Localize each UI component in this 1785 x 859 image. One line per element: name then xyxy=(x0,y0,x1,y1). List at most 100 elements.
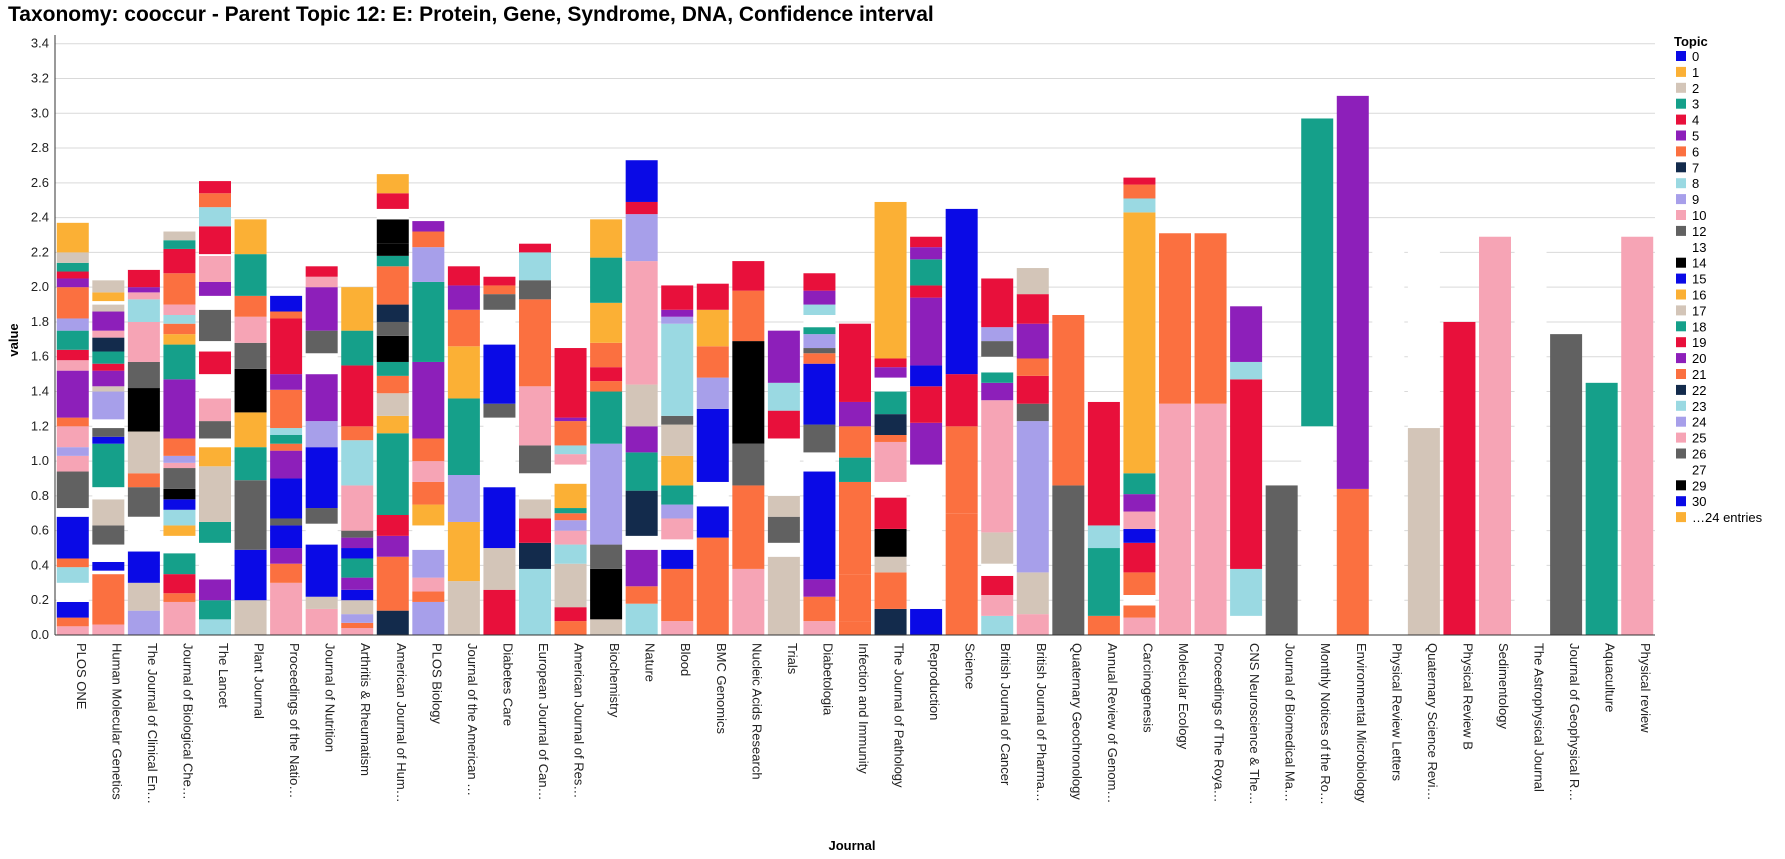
bar-segment[interactable] xyxy=(1230,306,1263,362)
bar-segment[interactable] xyxy=(732,341,765,444)
bar-stack[interactable] xyxy=(1301,118,1334,635)
bar-segment[interactable] xyxy=(483,285,516,295)
bar-stack[interactable] xyxy=(376,174,409,635)
bar-segment[interactable] xyxy=(56,278,89,288)
bar-stack[interactable] xyxy=(767,330,800,635)
bar-segment[interactable] xyxy=(519,386,551,446)
legend-item[interactable]: 6 xyxy=(1676,144,1699,159)
bar-segment[interactable] xyxy=(270,318,303,375)
bar-segment[interactable] xyxy=(1230,379,1263,569)
bar-segment[interactable] xyxy=(874,414,907,435)
bar-segment[interactable] xyxy=(56,567,89,583)
legend-item[interactable]: 2 xyxy=(1676,81,1699,96)
bar-segment[interactable] xyxy=(803,290,836,305)
legend-item[interactable]: 13 xyxy=(1676,240,1706,255)
bar-segment[interactable] xyxy=(376,415,409,434)
bar-segment[interactable] xyxy=(1123,177,1156,185)
bar-segment[interactable] xyxy=(1016,572,1049,615)
bar-segment[interactable] xyxy=(199,309,231,342)
bar-segment[interactable] xyxy=(981,400,1014,533)
bar-stack[interactable] xyxy=(661,285,694,635)
bar-segment[interactable] xyxy=(376,393,409,416)
legend-item[interactable]: 5 xyxy=(1676,129,1699,144)
bar-segment[interactable] xyxy=(554,621,587,635)
bar-segment[interactable] xyxy=(625,201,658,215)
bar-segment[interactable] xyxy=(981,356,1014,373)
bar-segment[interactable] xyxy=(127,361,160,389)
bar-segment[interactable] xyxy=(732,290,765,342)
bar-segment[interactable] xyxy=(56,360,89,371)
bar-segment[interactable] xyxy=(590,367,623,382)
legend-item[interactable]: 20 xyxy=(1676,351,1706,366)
bar-segment[interactable] xyxy=(554,530,587,545)
bar-segment[interactable] xyxy=(554,421,587,446)
bar-segment[interactable] xyxy=(767,410,800,439)
bar-segment[interactable] xyxy=(554,563,587,608)
bar-segment[interactable] xyxy=(92,330,125,338)
legend-item[interactable]: 8 xyxy=(1676,176,1699,191)
bar-stack[interactable] xyxy=(305,266,338,635)
bar-segment[interactable] xyxy=(625,384,658,427)
bar-segment[interactable] xyxy=(234,295,267,317)
bar-segment[interactable] xyxy=(519,499,551,519)
bar-segment[interactable] xyxy=(234,368,267,413)
bar-segment[interactable] xyxy=(1443,321,1476,635)
bar-segment[interactable] xyxy=(554,464,587,484)
bar-segment[interactable] xyxy=(554,454,587,465)
bar-segment[interactable] xyxy=(981,575,1014,595)
bar-segment[interactable] xyxy=(163,455,196,463)
bar-segment[interactable] xyxy=(625,490,658,536)
bar-segment[interactable] xyxy=(839,457,871,482)
bar-segment[interactable] xyxy=(234,219,267,255)
bar-segment[interactable] xyxy=(341,622,374,629)
bar-segment[interactable] xyxy=(376,610,409,635)
bar-segment[interactable] xyxy=(1123,198,1156,213)
bar-segment[interactable] xyxy=(483,294,516,310)
bar-segment[interactable] xyxy=(590,443,623,545)
bar-segment[interactable] xyxy=(1372,236,1405,636)
bar-segment[interactable] xyxy=(163,334,196,345)
bar-segment[interactable] xyxy=(519,252,551,281)
bar-segment[interactable] xyxy=(412,591,445,602)
bar-segment[interactable] xyxy=(127,287,160,293)
bar-segment[interactable] xyxy=(519,243,551,253)
bar-segment[interactable] xyxy=(199,207,231,227)
bar-segment[interactable] xyxy=(127,269,160,288)
bar-segment[interactable] xyxy=(1016,268,1049,295)
bar-segment[interactable] xyxy=(92,561,125,571)
bar-segment[interactable] xyxy=(661,309,694,317)
bar-segment[interactable] xyxy=(554,520,587,531)
bar-segment[interactable] xyxy=(305,596,338,609)
bar-segment[interactable] xyxy=(661,424,694,456)
bar-segment[interactable] xyxy=(92,301,125,305)
bar-segment[interactable] xyxy=(341,287,374,331)
bar-segment[interactable] xyxy=(127,292,160,300)
bar-segment[interactable] xyxy=(199,542,231,580)
legend-item[interactable]: 16 xyxy=(1676,288,1706,303)
bar-segment[interactable] xyxy=(56,426,89,448)
bar-segment[interactable] xyxy=(1087,401,1120,526)
bar-segment[interactable] xyxy=(1016,403,1049,422)
bar-segment[interactable] xyxy=(305,508,338,524)
bar-segment[interactable] xyxy=(803,327,836,335)
bar-segment[interactable] xyxy=(803,353,836,364)
bar-stack[interactable] xyxy=(981,278,1014,635)
bar-stack[interactable] xyxy=(839,323,871,635)
bar-segment[interactable] xyxy=(1123,494,1156,512)
bar-segment[interactable] xyxy=(910,464,943,609)
bar-segment[interactable] xyxy=(1123,511,1156,529)
bar-segment[interactable] xyxy=(305,266,338,277)
bar-segment[interactable] xyxy=(305,523,338,545)
bar-stack[interactable] xyxy=(1514,236,1547,636)
legend-item[interactable]: 4 xyxy=(1676,113,1699,128)
bar-segment[interactable] xyxy=(234,254,267,296)
bar-segment[interactable] xyxy=(92,280,125,293)
bar-segment[interactable] xyxy=(519,568,551,635)
bar-segment[interactable] xyxy=(696,506,729,538)
bar-segment[interactable] xyxy=(56,318,89,331)
bar-segment[interactable] xyxy=(767,330,800,383)
bar-segment[interactable] xyxy=(305,330,338,354)
bar-segment[interactable] xyxy=(1230,361,1263,380)
bar-segment[interactable] xyxy=(163,240,196,249)
bar-segment[interactable] xyxy=(767,516,800,543)
